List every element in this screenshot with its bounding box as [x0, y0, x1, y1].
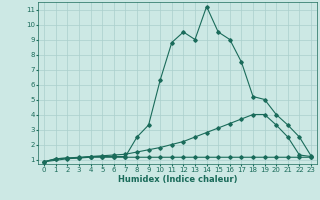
X-axis label: Humidex (Indice chaleur): Humidex (Indice chaleur) — [118, 175, 237, 184]
